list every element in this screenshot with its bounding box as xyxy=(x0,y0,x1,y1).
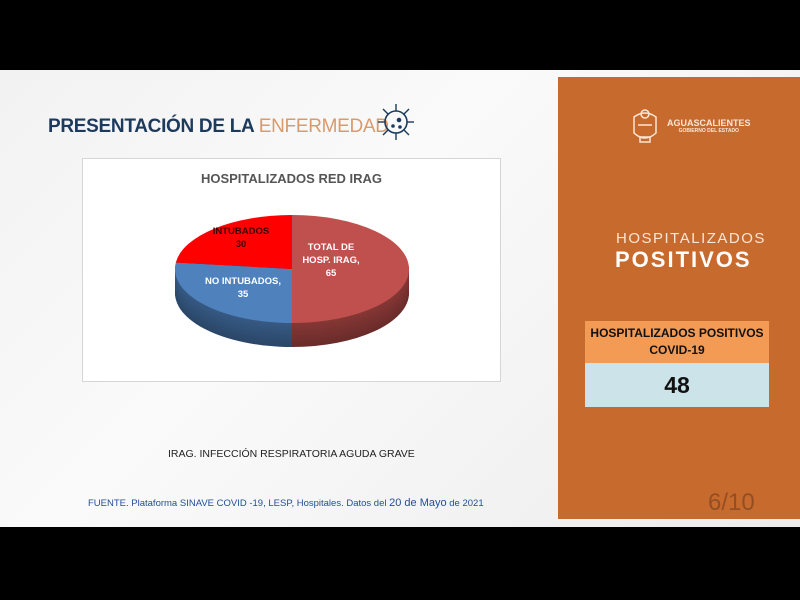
note-text: IRAG. INFECCIÓN RESPIRATORIA AGUDA GRAVE xyxy=(168,448,415,460)
source-text: FUENTE. Plataforma SINAVE COVID -19, LES… xyxy=(88,497,484,509)
side-panel: AGUASCALIENTES GOBIERNO DEL ESTADO HOSPIT… xyxy=(558,77,800,519)
page-title: PRESENTACIÓN DE LA ENFERMEDAD xyxy=(48,116,389,138)
virus-icon xyxy=(378,104,414,140)
pie-slice-intubados xyxy=(175,215,292,269)
pie-chart xyxy=(174,215,409,347)
chart-area: HOSPITALIZADOS RED IRAG TOTAL DE HOSP. IR… xyxy=(82,158,501,382)
coat-of-arms-icon xyxy=(633,109,657,143)
stat-label: HOSPITALIZADOS POSITIVOS COVID-19 xyxy=(585,321,769,363)
heading-light: HOSPITALIZADOS xyxy=(616,230,766,247)
pie-slice-total-de-hosp-irag xyxy=(292,215,409,323)
data-label-intubados: INTUBADOS 30 xyxy=(212,226,270,250)
title-light: ENFERMEDAD xyxy=(258,116,389,137)
chart-title: HOSPITALIZADOS RED IRAG xyxy=(200,171,383,186)
stat-value: 48 xyxy=(585,363,769,407)
logo: AGUASCALIENTES GOBIERNO DEL ESTADO xyxy=(628,107,751,145)
heading-bold: POSITIVOS xyxy=(615,247,752,272)
pie-slice-no-intubados xyxy=(174,262,292,323)
data-label-total: TOTAL DE HOSP. IRAG, 65 xyxy=(302,242,360,279)
data-label-no-intubados: NO INTUBADOS, 35 xyxy=(205,276,281,300)
title-bold: PRESENTACIÓN DE LA xyxy=(48,116,254,137)
page-number: 6/10 xyxy=(708,489,755,516)
